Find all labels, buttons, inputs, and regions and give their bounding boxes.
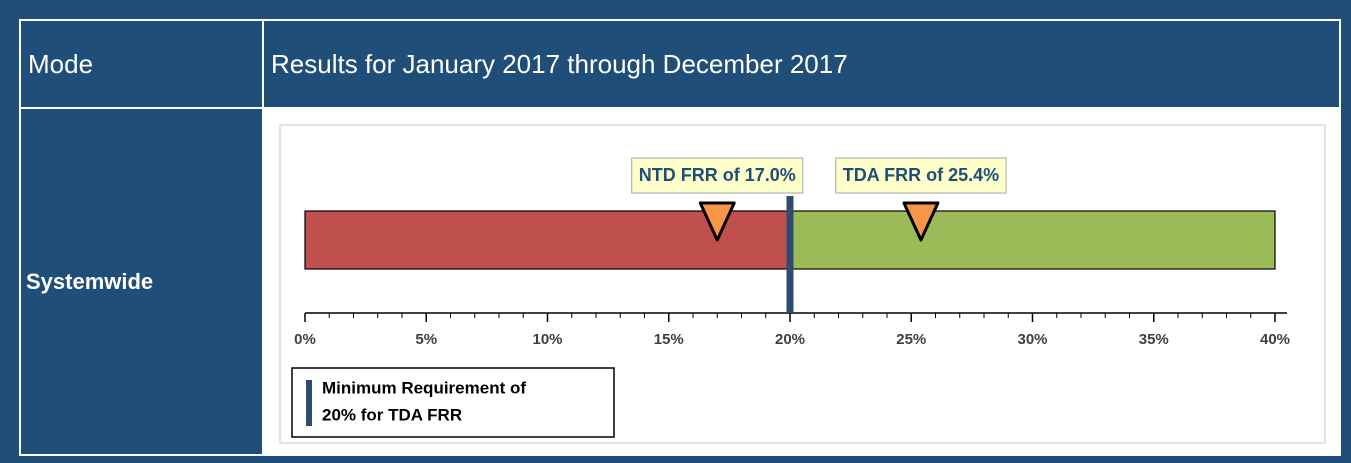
table-border <box>19 19 1341 456</box>
mode-header: Mode <box>28 49 93 79</box>
x-tick-label: 5% <box>415 331 437 348</box>
legend-text: Minimum Requirement of <box>322 378 526 397</box>
results-header: Results for January 2017 through Decembe… <box>271 49 848 79</box>
marker <box>698 201 736 242</box>
marker-label: TDA FRR of 25.4% <box>843 165 999 185</box>
x-tick-label: 25% <box>896 331 926 348</box>
marker-label-box <box>631 157 804 194</box>
marker-label-box <box>835 157 1007 194</box>
x-tick-label: 15% <box>654 331 684 348</box>
legend-swatch <box>306 380 312 426</box>
marker-label: NTD FRR of 17.0% <box>639 165 796 185</box>
legend-text: 20% for TDA FRR <box>322 405 462 424</box>
marker <box>902 201 940 242</box>
x-tick-label: 30% <box>1017 331 1047 348</box>
x-tick-label: 35% <box>1139 331 1169 348</box>
legend-box <box>291 367 615 438</box>
x-tick-label: 40% <box>1260 331 1290 348</box>
x-tick-label: 0% <box>294 331 316 348</box>
x-tick-label: 10% <box>532 331 562 348</box>
x-tick-label: 20% <box>775 331 805 348</box>
row-label: Systemwide <box>26 269 153 294</box>
band <box>789 210 1276 270</box>
threshold-line <box>786 196 794 313</box>
